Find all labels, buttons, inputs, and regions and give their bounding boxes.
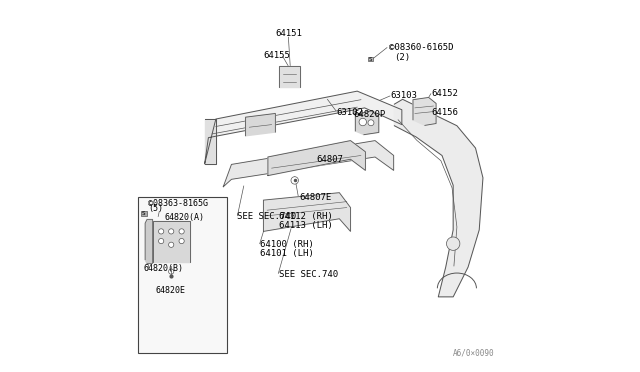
Text: 64820E: 64820E (156, 286, 186, 295)
Polygon shape (145, 219, 152, 263)
Text: 64113 (LH): 64113 (LH) (279, 221, 333, 230)
Circle shape (168, 242, 174, 247)
Polygon shape (355, 111, 379, 135)
Text: ©08363-8165G: ©08363-8165G (148, 199, 208, 208)
Text: 64101 (LH): 64101 (LH) (260, 249, 314, 258)
Circle shape (291, 177, 298, 184)
Text: 63102: 63102 (337, 108, 364, 117)
Text: 64807E: 64807E (300, 193, 332, 202)
Text: S: S (369, 57, 372, 62)
Polygon shape (413, 97, 436, 125)
Polygon shape (152, 221, 190, 262)
Circle shape (168, 229, 174, 234)
Polygon shape (205, 119, 216, 164)
Text: 64100 (RH): 64100 (RH) (260, 240, 314, 249)
Bar (141, 211, 147, 216)
Circle shape (179, 238, 184, 244)
Text: 64112 (RH): 64112 (RH) (279, 212, 333, 221)
Text: 64155: 64155 (264, 51, 291, 60)
Text: 64820(A): 64820(A) (164, 213, 205, 222)
Text: 63103: 63103 (390, 92, 417, 100)
Circle shape (359, 118, 367, 126)
Circle shape (159, 229, 164, 234)
Polygon shape (205, 91, 402, 164)
Text: 64820P: 64820P (353, 110, 386, 119)
Polygon shape (268, 141, 365, 176)
Bar (138, 197, 227, 353)
Text: ©08360-6165D: ©08360-6165D (389, 43, 453, 52)
Polygon shape (264, 193, 351, 231)
Text: 64156: 64156 (431, 108, 458, 117)
Circle shape (159, 238, 164, 244)
Circle shape (447, 237, 460, 250)
Text: (2): (2) (394, 53, 410, 62)
Polygon shape (246, 113, 275, 136)
Text: SEE SEC.740: SEE SEC.740 (279, 270, 338, 279)
Text: S: S (142, 211, 145, 216)
Bar (367, 57, 373, 61)
Text: (5): (5) (148, 204, 163, 213)
Text: 64152: 64152 (431, 89, 458, 98)
Polygon shape (279, 66, 300, 87)
Polygon shape (223, 141, 394, 187)
Text: SEE SEC.740: SEE SEC.740 (237, 212, 296, 221)
Text: A6/0×0090: A6/0×0090 (453, 349, 495, 358)
Circle shape (179, 229, 184, 234)
Circle shape (168, 269, 174, 274)
Polygon shape (394, 99, 483, 297)
Text: 64807: 64807 (316, 155, 343, 164)
Text: 64151: 64151 (275, 29, 302, 38)
Text: 64820(B): 64820(B) (143, 264, 184, 273)
Circle shape (368, 120, 374, 126)
